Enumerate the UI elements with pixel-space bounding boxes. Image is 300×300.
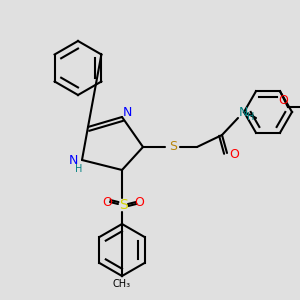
- Text: O: O: [229, 148, 239, 161]
- Text: O: O: [278, 94, 288, 107]
- Text: S: S: [118, 198, 127, 212]
- Text: O: O: [134, 196, 144, 209]
- Text: O: O: [102, 196, 112, 209]
- Text: H: H: [247, 112, 255, 122]
- Text: CH₃: CH₃: [113, 279, 131, 289]
- Text: N: N: [68, 154, 78, 166]
- Text: N: N: [122, 106, 132, 119]
- Text: H: H: [75, 164, 83, 174]
- Text: S: S: [169, 140, 177, 154]
- Text: N: N: [238, 106, 248, 119]
